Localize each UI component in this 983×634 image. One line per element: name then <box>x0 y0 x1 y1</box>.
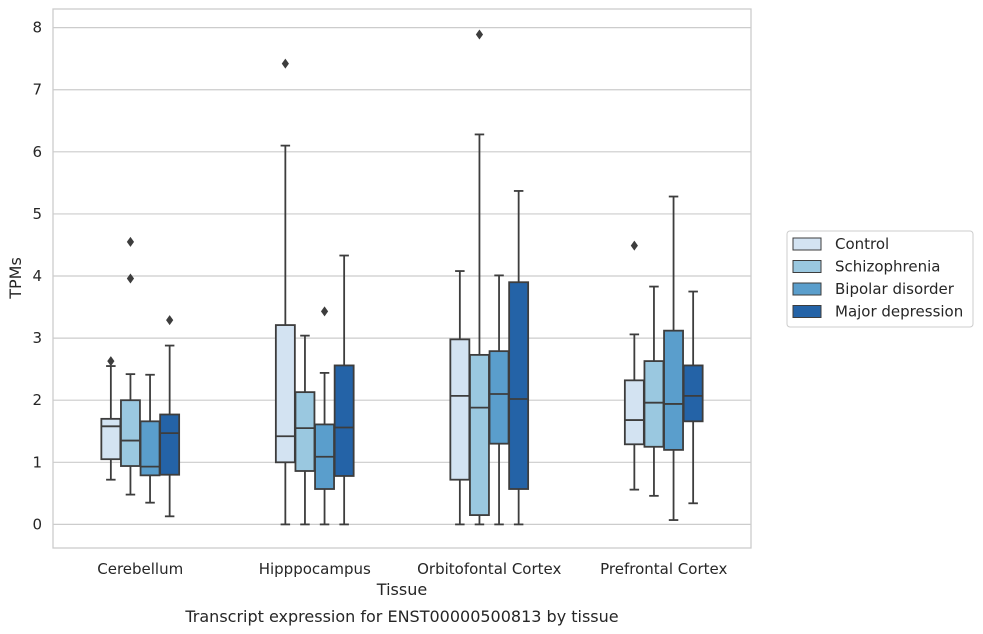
box-group <box>333 254 355 526</box>
box-group <box>643 285 665 497</box>
chart-caption: Transcript expression for ENST0000050081… <box>184 607 618 626</box>
box <box>623 379 645 446</box>
y-tick-labels: 0 1 2 3 4 5 6 7 8 <box>32 19 42 534</box>
box <box>159 413 181 476</box>
legend-label: Major depression <box>835 303 963 321</box>
legend-swatch <box>792 237 822 251</box>
box-group <box>159 315 181 518</box>
legend-swatch <box>792 282 822 296</box>
y-tick-label: 2 <box>32 391 42 409</box>
x-tick-label: Hipppocampus <box>259 560 371 578</box>
y-tick-label: 5 <box>32 205 42 223</box>
box <box>449 338 471 481</box>
y-tick-label: 4 <box>32 267 42 285</box>
legend-swatch <box>792 305 822 318</box>
box-group <box>663 195 684 521</box>
box-group <box>488 274 510 526</box>
box-group <box>294 334 316 526</box>
x-tick-label: Cerebellum <box>97 560 183 578</box>
box <box>682 364 704 423</box>
outlier-point <box>126 273 135 284</box>
legend: Control Schizophrenia Bipolar disorder Majo… <box>786 230 974 328</box>
box-group <box>469 29 490 526</box>
x-tick-label: Orbitofontal Cortex <box>417 560 561 578</box>
legend-frame <box>786 230 974 328</box>
box <box>100 417 122 461</box>
outlier-point <box>107 356 115 367</box>
outlier-point <box>126 236 135 247</box>
y-axis-title: TPMs <box>6 257 25 300</box>
box <box>508 281 530 490</box>
box <box>469 353 490 516</box>
box <box>274 324 296 464</box>
plot-frame <box>52 8 752 549</box>
box-group <box>682 290 704 505</box>
legend-label: Bipolar disorder <box>835 280 955 298</box>
box <box>120 399 141 467</box>
box-group <box>139 373 161 504</box>
legend-label: Schizophrenia <box>835 258 940 276</box>
box-group <box>623 240 645 491</box>
box-group <box>449 270 471 526</box>
legend-label: Control <box>835 235 889 253</box>
y-tick-label: 6 <box>32 143 42 161</box>
outlier-point <box>630 240 638 251</box>
box-group <box>314 306 335 526</box>
box-group <box>508 190 530 526</box>
x-tick-label: Prefrontal Cortex <box>600 560 727 578</box>
outlier-point <box>281 58 289 69</box>
y-tick-label: 7 <box>32 81 42 99</box>
box-groups <box>100 29 704 526</box>
box <box>333 364 355 477</box>
y-tick-label: 3 <box>32 329 42 347</box>
y-tick-label: 0 <box>32 515 42 533</box>
legend-swatch <box>792 260 822 273</box>
y-tick-label: 1 <box>32 453 42 471</box>
y-tick-label: 8 <box>32 19 42 37</box>
x-axis-title: Tissue <box>376 580 427 599</box>
box-group <box>274 58 296 526</box>
box-group <box>100 356 122 481</box>
box <box>488 350 510 445</box>
outlier-point <box>166 315 174 326</box>
outlier-point <box>475 29 484 40</box>
box <box>294 391 316 472</box>
box <box>643 360 665 448</box>
box <box>663 329 684 451</box>
x-tick-labels: Cerebellum Hipppocampus Orbitofontal Corte… <box>97 560 727 578</box>
outlier-point <box>320 306 329 317</box>
